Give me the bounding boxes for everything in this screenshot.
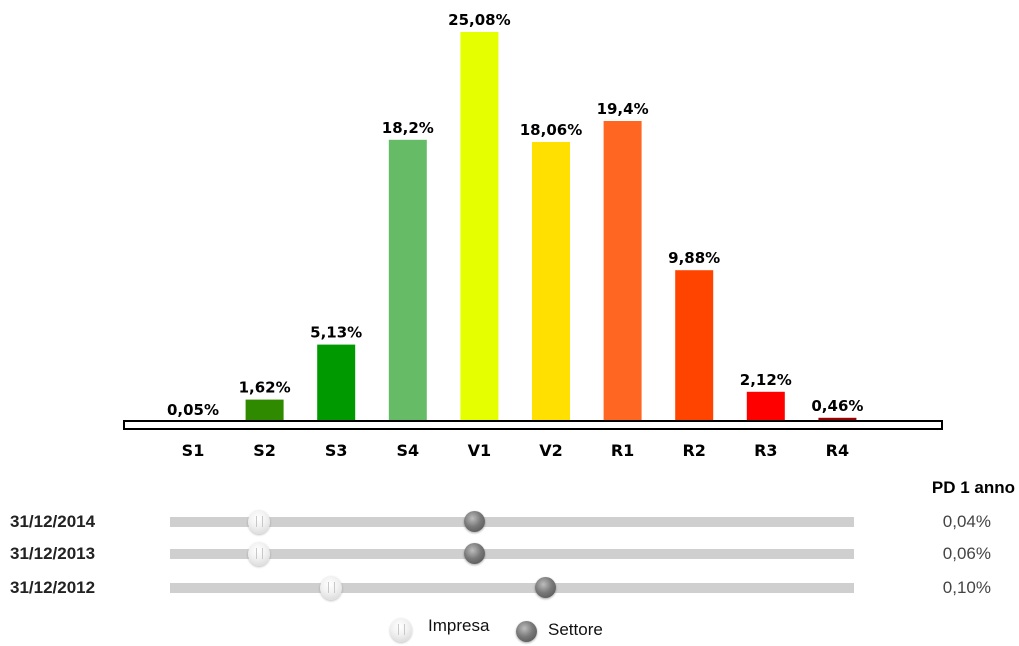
pd-track bbox=[170, 542, 854, 566]
pd-header: PD 1 anno bbox=[931, 478, 1015, 497]
legend-impresa-label: Impresa bbox=[428, 616, 490, 635]
legend-settore-label: Settore bbox=[548, 620, 603, 639]
settore-marker-icon bbox=[464, 511, 486, 532]
bar-v1 bbox=[460, 32, 499, 425]
impresa-marker-icon bbox=[319, 576, 342, 600]
bar-s4 bbox=[388, 139, 427, 426]
impresa-legend-icon bbox=[390, 618, 412, 642]
data-label-v2: 18,06% bbox=[520, 121, 582, 139]
bar-r1 bbox=[603, 121, 642, 425]
x-axis bbox=[123, 420, 943, 430]
data-label-s1: 0,05% bbox=[167, 401, 219, 419]
pd-row-value: 0,06% bbox=[942, 544, 991, 563]
settore-marker-icon bbox=[464, 543, 486, 564]
data-labels: 0,05% 1,62% 5,13% 18,2% 25,08% 18,06% 19,4% 9,8… bbox=[167, 11, 863, 419]
data-label-r2: 9,88% bbox=[668, 249, 720, 267]
pd-distribution-bar-chart: 0,05% 1,62% 5,13% 18,2% 25,08% 18,06% 19,4% 9,8… bbox=[123, 11, 943, 460]
bar-r3 bbox=[746, 391, 785, 425]
category-label-r1: R1 bbox=[611, 441, 634, 460]
legend: Impresa Settore bbox=[390, 614, 650, 644]
data-label-r1: 19,4% bbox=[597, 100, 649, 118]
bar-s3 bbox=[317, 344, 356, 425]
pd-row-2012: 31/12/2012 0,10% bbox=[0, 574, 1019, 604]
pd-row-date: 31/12/2014 bbox=[10, 512, 96, 531]
pd-section: PD 1 anno 31/12/2014 0,04% 31/12/2013 0,… bbox=[0, 470, 1019, 646]
data-label-s4: 18,2% bbox=[382, 119, 434, 137]
data-label-s2: 1,62% bbox=[239, 379, 291, 397]
data-label-s3: 5,13% bbox=[310, 324, 362, 342]
settore-legend-icon bbox=[516, 621, 537, 642]
pd-row-value: 0,10% bbox=[942, 578, 991, 597]
pd-row-2014: 31/12/2014 0,04% bbox=[0, 508, 1019, 538]
pd-track bbox=[170, 576, 854, 600]
category-label-s3: S3 bbox=[325, 441, 348, 460]
bar-v2 bbox=[532, 142, 570, 425]
category-label-r3: R3 bbox=[754, 441, 777, 460]
category-label-s1: S1 bbox=[182, 441, 205, 460]
pd-track bbox=[170, 510, 854, 534]
pd-row-date: 31/12/2013 bbox=[10, 544, 96, 563]
pd-row-value: 0,04% bbox=[942, 512, 991, 531]
data-label-r3: 2,12% bbox=[740, 371, 792, 389]
category-label-r4: R4 bbox=[826, 441, 849, 460]
category-label-s4: S4 bbox=[396, 441, 419, 460]
bars bbox=[174, 32, 857, 426]
pd-row-date: 31/12/2012 bbox=[10, 578, 96, 597]
data-label-r4: 0,46% bbox=[811, 397, 863, 415]
category-label-r2: R2 bbox=[682, 441, 705, 460]
impresa-marker-icon bbox=[247, 510, 270, 534]
impresa-marker-icon bbox=[247, 542, 270, 566]
x-axis-bar bbox=[123, 420, 943, 430]
category-labels: S1 S2 S3 S4 V1 V2 R1 R2 R3 R4 bbox=[182, 441, 849, 460]
pd-row-2013: 31/12/2013 0,06% bbox=[0, 540, 1019, 570]
category-label-v2: V2 bbox=[539, 441, 563, 460]
settore-marker-icon bbox=[534, 577, 556, 598]
data-label-v1: 25,08% bbox=[448, 11, 510, 29]
category-label-s2: S2 bbox=[253, 441, 276, 460]
category-label-v1: V1 bbox=[468, 441, 492, 460]
bar-r2 bbox=[675, 270, 714, 425]
